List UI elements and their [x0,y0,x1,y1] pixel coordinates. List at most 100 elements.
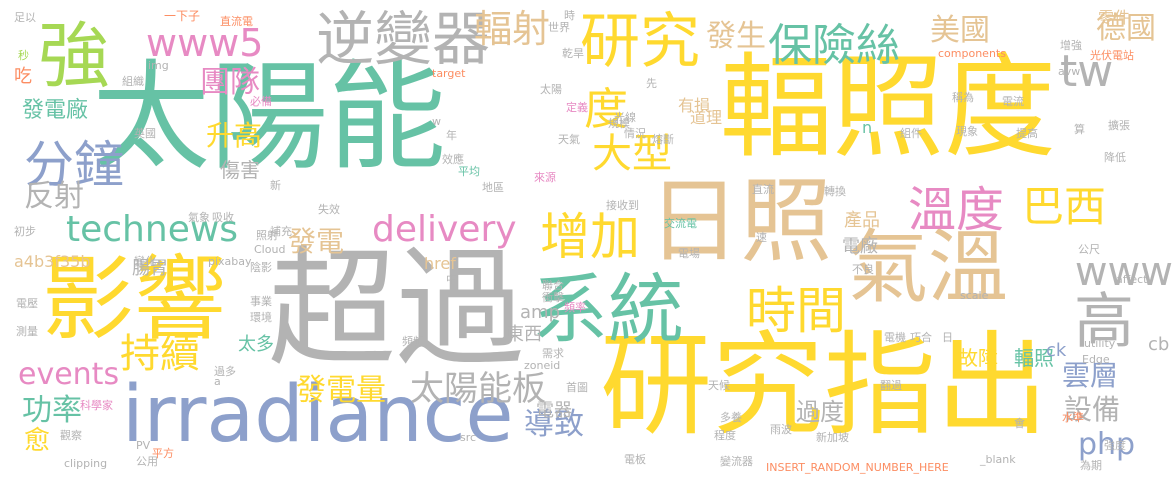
word-qing-kuang: 情況 [624,127,646,140]
word-zu-zhi: 組織 [122,75,144,88]
word-n: n [862,118,873,137]
word-fa-dian: 發電 [288,225,345,258]
word-tw: tw [1060,46,1114,97]
word-kuo-zhang: 擴張 [1108,119,1130,132]
word-chang-wei: 腸胃 [132,258,168,279]
word-shou-tu: 首圖 [566,381,588,394]
word-mei-guo: 美國 [930,13,990,48]
word-zhao-she: 照射 [256,229,278,242]
word-xin: 新 [270,179,281,192]
word-xiao-ying: 效應 [442,153,464,166]
word-fan-guo: 翻過 [880,379,902,392]
word-da-xing: 大型 [592,131,672,177]
word-zu-yi: 足以 [14,11,36,24]
word-dian-chang: 電廠 [842,236,878,257]
word-su: 速 [756,231,767,244]
word-dian-ya: 電壓 [16,297,38,310]
word-dian-ban: 電板 [624,453,646,466]
word-you-sun: 有損 [678,96,711,115]
word-shi-jian: 時間 [746,282,846,340]
word-yun-ceng: 雲層 [1062,359,1119,392]
word-dian-qi: 電器 [536,400,572,421]
word-cheng-wei: 稱為 [952,91,974,104]
word-fen-zhong: 分鐘 [24,136,124,194]
word-pixabay: pixabay [208,255,252,268]
word-wei-qi: 為期 [1080,459,1102,472]
word-utility: utility [1084,337,1116,350]
word-lai-yuan: 來源 [534,171,556,184]
word-href: href [424,254,456,273]
word-xian-xiang: 現象 [956,125,978,138]
word-affect: affect [1116,273,1148,286]
word-shi-xiao: 失效 [318,203,340,216]
word-qi-xiang: 氣象 [188,211,210,224]
word-www: www [1074,249,1173,295]
word-qiao-he: 巧合 [910,331,932,344]
word-pin-lv: 頻率 [564,301,586,314]
word-shui-zhun: 水準 [1062,411,1084,424]
word-suan: 算 [1074,123,1085,136]
word-tai-yang-neng-ban: 太陽能板 [410,369,546,409]
word-fu-zhao-du: 輻照度 [720,43,1056,173]
word-gong-yong: 公用 [136,455,158,468]
word-ling-jian: 零件 [1098,8,1131,27]
word-shi-jie: 世界 [548,21,570,34]
word-tian-qi: 天氣 [558,133,580,146]
word-ding-yi: 定義 [566,101,588,114]
word-rong-duan: 熔斷 [652,133,674,146]
word-blank: _blank [980,453,1016,466]
word-zeng-qiang: 增強 [1060,39,1082,52]
word-bao-xian-si: 保險絲 [768,20,900,71]
word-yu: 愈 [24,426,51,456]
word-dian-chang-2: 電場 [678,247,700,260]
word-yu-bo: 雨波 [770,423,792,436]
word-edge: Edge [1082,353,1110,366]
word-fu-zhao: 輻照 [1014,346,1054,370]
word-avw: avw [1058,65,1081,78]
word-src: src [460,431,477,444]
word-zhong: 中 [446,273,457,286]
word-ri-zhao: 日照 [648,168,833,275]
word-target: target [432,67,466,80]
word-fa-sheng: 發生 [706,19,766,54]
word-yi-xia-zi: 一下子 [164,9,201,23]
word-ying-guo: 英國 [134,127,156,140]
word-fan-she: 反射 [24,179,84,214]
word-zoneid: zoneid [524,359,561,372]
word-bi-bei: 必備 [250,95,272,108]
word-wen-du: 溫度 [908,182,1005,238]
word-shi: 時 [564,9,575,22]
word-pin-pin: 頻頻 [402,335,424,348]
word-xu-qiu: 需求 [542,347,564,360]
word-jiang-di: 降低 [1104,151,1126,164]
word-yan-jiu: 研究 [580,7,700,77]
word-chi-xu: 持續 [120,331,200,377]
word-jiao-liu-dian: 交流電 [664,217,697,230]
word-guang-xian: 光線 [614,111,636,124]
word-tai-yang: 太陽 [540,83,562,96]
word-cheng-du: 程度 [714,429,736,442]
word-technews: technews [66,209,239,250]
word-xin-jia-po: 新加坡 [816,431,849,444]
word-di-qu: 地區 [482,181,504,194]
word-fu-she: 輻射 [474,7,551,51]
word-tai-yang-neng: 太陽能 [92,48,447,186]
word-ying-xiang: 影響 [42,246,227,353]
word-www5: www5 [146,21,264,65]
word-xi-tong: 系統 [532,265,684,354]
word-cloud: Cloud [254,243,286,256]
word-sheng-gao: 升高 [206,119,263,152]
word-guo-du: 過度 [796,398,844,426]
word-du: 度 [584,84,628,135]
word-xian: 先 [646,77,657,90]
word-tai-duo: 太多 [238,334,274,355]
word-dian-liu: 電流 [1002,95,1024,108]
word-tuan-dui: 團隊 [200,65,260,100]
word-chong-ji: 衝擊 [542,291,564,304]
word-chan-pin: 產品 [844,210,880,231]
word-ping-fang: 平方 [152,447,174,460]
word-shi-ye: 事業 [250,295,272,308]
word-amp: amp [520,302,560,323]
word-ti-gao: 提高 [1016,127,1038,140]
word-gong-chi: 公尺 [1078,243,1100,256]
